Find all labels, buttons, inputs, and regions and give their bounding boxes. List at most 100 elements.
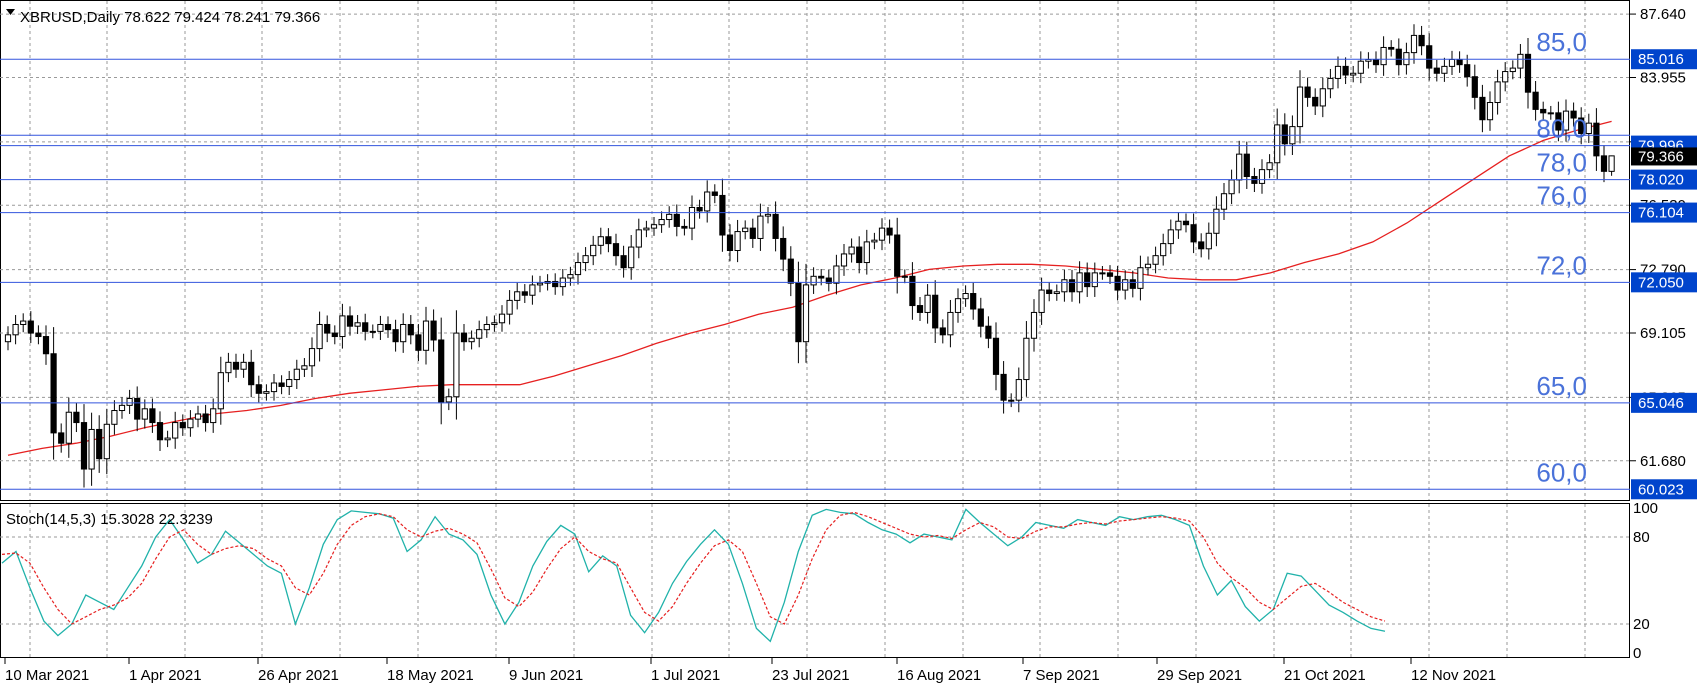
candle[interactable] — [1403, 42, 1410, 75]
candle[interactable] — [468, 330, 475, 350]
candle[interactable] — [354, 315, 361, 334]
candle[interactable] — [1410, 24, 1418, 64]
candle[interactable] — [764, 207, 772, 224]
candle[interactable] — [1106, 265, 1114, 285]
candle[interactable] — [42, 325, 50, 365]
candle[interactable] — [1319, 77, 1326, 118]
candle[interactable] — [1327, 68, 1334, 99]
candle[interactable] — [856, 236, 863, 274]
candle[interactable] — [270, 373, 278, 401]
candle[interactable] — [392, 319, 399, 352]
candle[interactable] — [620, 245, 627, 278]
candle[interactable] — [1486, 91, 1494, 131]
candle[interactable] — [650, 216, 658, 236]
candle[interactable] — [795, 261, 802, 364]
candle[interactable] — [430, 309, 437, 352]
candle[interactable] — [1144, 256, 1152, 276]
candle[interactable] — [491, 315, 498, 332]
candle[interactable] — [992, 322, 1000, 391]
candle[interactable] — [1350, 65, 1357, 83]
candle[interactable] — [1418, 25, 1425, 56]
candle[interactable] — [871, 232, 878, 250]
candle[interactable] — [134, 386, 141, 432]
candle[interactable] — [1547, 105, 1554, 120]
candle[interactable] — [1243, 141, 1250, 189]
candle[interactable] — [172, 411, 179, 449]
candle[interactable] — [1388, 40, 1395, 57]
candles-layer[interactable] — [4, 24, 1615, 488]
candle[interactable] — [103, 408, 110, 475]
candle[interactable] — [1570, 102, 1577, 127]
candle[interactable] — [65, 397, 72, 458]
candle[interactable] — [58, 423, 65, 453]
candle[interactable] — [1395, 38, 1402, 76]
candle[interactable] — [825, 269, 832, 292]
candle[interactable] — [787, 246, 794, 297]
candle[interactable] — [1099, 265, 1106, 280]
candle[interactable] — [1312, 88, 1319, 115]
candle[interactable] — [711, 184, 718, 204]
candle[interactable] — [521, 284, 528, 303]
candle[interactable] — [574, 252, 582, 285]
candle[interactable] — [1258, 159, 1266, 194]
candle[interactable] — [483, 316, 490, 338]
candle[interactable] — [628, 235, 635, 280]
candle[interactable] — [1281, 113, 1288, 156]
candle[interactable] — [962, 285, 969, 307]
candle[interactable] — [255, 375, 262, 403]
candle[interactable] — [324, 315, 331, 343]
candle[interactable] — [278, 375, 285, 395]
candle[interactable] — [156, 411, 164, 451]
candle[interactable] — [514, 282, 521, 310]
candle[interactable] — [1502, 62, 1509, 92]
candle[interactable] — [878, 218, 886, 251]
candle[interactable] — [248, 349, 255, 398]
candle[interactable] — [1426, 33, 1433, 81]
candle[interactable] — [179, 414, 186, 436]
candle[interactable] — [666, 206, 673, 228]
candle[interactable] — [1038, 277, 1045, 325]
candle[interactable] — [1068, 269, 1076, 302]
candle[interactable] — [985, 316, 992, 349]
candle[interactable] — [346, 306, 354, 336]
candle[interactable] — [681, 219, 688, 236]
candle[interactable] — [407, 315, 414, 345]
candle[interactable] — [50, 327, 57, 460]
candle[interactable] — [1357, 51, 1364, 84]
candle[interactable] — [4, 326, 12, 351]
candle[interactable] — [1608, 155, 1615, 176]
candle[interactable] — [1509, 60, 1516, 80]
candle[interactable] — [415, 324, 422, 362]
candle[interactable] — [810, 267, 817, 294]
triangle-down-icon[interactable] — [6, 9, 15, 15]
candle[interactable] — [909, 262, 916, 320]
candle[interactable] — [1593, 108, 1600, 171]
candle[interactable] — [422, 306, 430, 365]
candle[interactable] — [476, 320, 483, 348]
candle[interactable] — [1122, 270, 1129, 300]
candle[interactable] — [1220, 182, 1228, 220]
candle[interactable] — [635, 218, 642, 259]
candle[interactable] — [597, 227, 604, 255]
candle[interactable] — [339, 303, 346, 349]
candle[interactable] — [232, 353, 240, 378]
candle[interactable] — [1046, 282, 1053, 302]
candle[interactable] — [331, 325, 338, 345]
candle[interactable] — [1061, 269, 1068, 302]
candle[interactable] — [210, 398, 217, 433]
candle[interactable] — [1433, 59, 1440, 82]
candle[interactable] — [12, 315, 19, 345]
candle[interactable] — [308, 337, 316, 377]
candle[interactable] — [1213, 196, 1220, 247]
candle[interactable] — [1464, 54, 1471, 87]
candle[interactable] — [111, 400, 118, 435]
candle[interactable] — [742, 220, 749, 240]
candle[interactable] — [1053, 284, 1060, 301]
candle[interactable] — [924, 284, 931, 324]
candle[interactable] — [1441, 57, 1448, 82]
candle[interactable] — [886, 219, 893, 244]
candle[interactable] — [1479, 84, 1486, 133]
candle[interactable] — [1023, 321, 1030, 397]
candle[interactable] — [612, 233, 620, 266]
candle[interactable] — [35, 325, 42, 345]
